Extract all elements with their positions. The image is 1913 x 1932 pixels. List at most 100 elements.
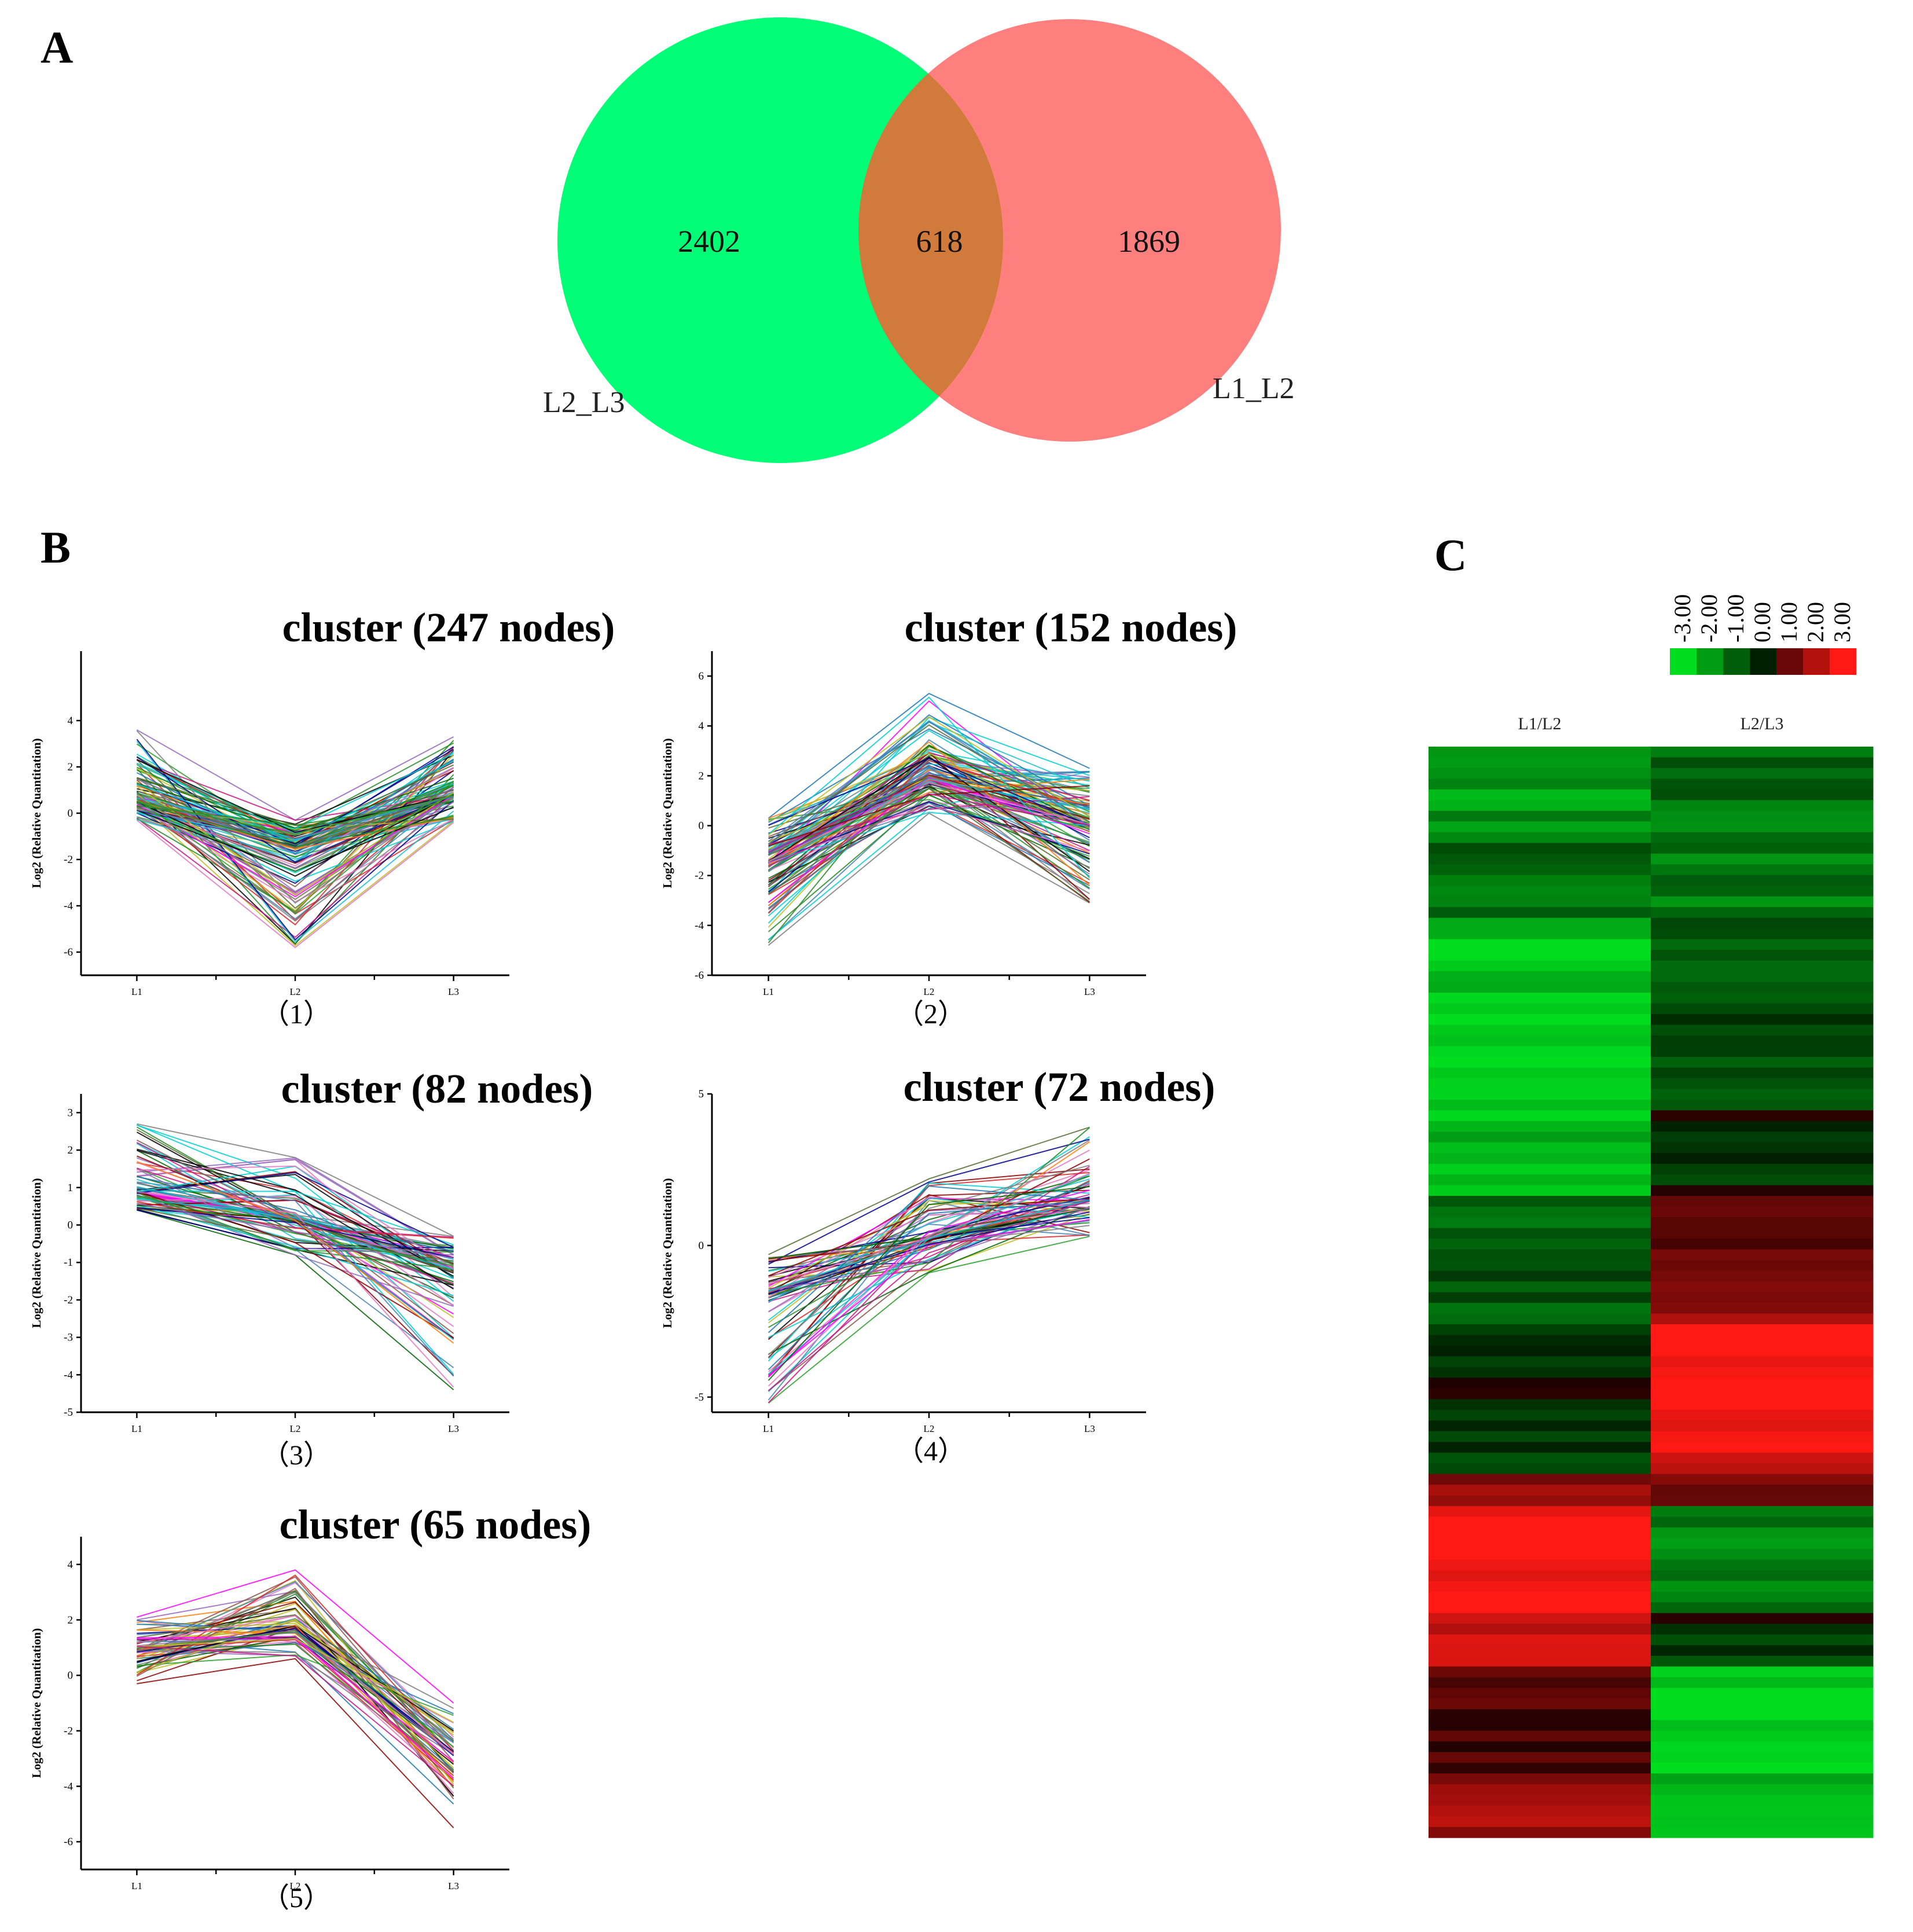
- heatmap-cell: [1429, 1335, 1651, 1346]
- heatmap-cells: [1429, 747, 1874, 1838]
- heatmap-legend: -3.00 -2.00 -1.00 0.00 1.00 2.00 3.00: [1669, 594, 1856, 675]
- profile-line: [137, 1199, 454, 1265]
- heatmap-cell: [1651, 1731, 1874, 1742]
- profile-line: [768, 714, 1090, 855]
- heatmap-cell: [1429, 950, 1651, 961]
- profile-line: [768, 782, 1090, 862]
- profile-line: [137, 1191, 454, 1388]
- heatmap-cell: [1651, 1388, 1874, 1400]
- x-tick-label: L3: [1084, 986, 1095, 997]
- heatmap-cell: [1429, 971, 1651, 983]
- heatmap-cell: [1651, 907, 1874, 919]
- y-tick-label: -4: [64, 1369, 73, 1381]
- heatmap-cell: [1651, 1516, 1874, 1528]
- profile-line: [768, 1199, 1090, 1338]
- heatmap-cell: [1651, 1624, 1874, 1635]
- heatmap-cell: [1651, 1239, 1874, 1250]
- cluster-chart-5: cluster (65 nodes) -6 -4 -2 0 2 4 L1 L2 L3 Log2 (R…: [30, 1501, 591, 1913]
- panel-a-letter: A: [41, 22, 73, 72]
- heatmap-cell: [1651, 1142, 1874, 1154]
- heatmap-cell: [1651, 1559, 1874, 1571]
- profile-line: [768, 1200, 1090, 1391]
- heatmap-cell: [1651, 1431, 1874, 1442]
- profile-line: [137, 1645, 454, 1787]
- heatmap-cell: [1651, 1549, 1874, 1560]
- heatmap-cell: [1651, 1602, 1874, 1614]
- cluster-chart-2: cluster (152 nodes) -6 -4 -2 0 2 4 6 L1 L2 L3 Log2 …: [660, 604, 1237, 1030]
- y-tick-label: -6: [695, 969, 704, 982]
- heatmap-cell: [1429, 1591, 1651, 1603]
- y-tick-label: 2: [68, 1144, 74, 1156]
- heatmap-cell: [1429, 1378, 1651, 1389]
- heatmap-cell: [1651, 1570, 1874, 1582]
- heatmap-cell: [1651, 1538, 1874, 1549]
- legend-swatch: [1803, 648, 1830, 675]
- profile-line: [768, 1207, 1090, 1292]
- profile-line: [768, 1158, 1090, 1262]
- x-tick-label: L2: [924, 1423, 935, 1434]
- heatmap-cell: [1429, 1409, 1651, 1421]
- heatmap-cell: [1651, 1260, 1874, 1272]
- profile-line: [137, 1160, 454, 1344]
- heatmap-cell: [1429, 1313, 1651, 1325]
- heatmap-cell: [1651, 1367, 1874, 1378]
- y-tick-label: -5: [695, 1391, 704, 1404]
- y-tick-label: -2: [64, 854, 73, 866]
- heatmap-cell: [1429, 1121, 1651, 1132]
- legend-swatch: [1830, 648, 1856, 675]
- heatmap-cell: [1651, 1046, 1874, 1057]
- heatmap-cell: [1429, 1805, 1651, 1817]
- heatmap-cell: [1651, 1174, 1874, 1186]
- heatmap-cell: [1651, 960, 1874, 972]
- profile-line: [768, 748, 1090, 847]
- profile-line: [136, 780, 454, 914]
- heatmap-cell: [1651, 1688, 1874, 1699]
- heatmap-cell: [1651, 1185, 1874, 1196]
- heatmap-cell: [1429, 1570, 1651, 1582]
- heatmap-cell: [1429, 747, 1651, 758]
- y-tick-label: 0: [699, 820, 704, 832]
- heatmap-cell: [1429, 1239, 1651, 1250]
- heatmap-cell: [1651, 757, 1874, 769]
- heatmap-cell: [1651, 1153, 1874, 1165]
- heatmap-cell: [1651, 767, 1874, 780]
- heatmap-cell: [1651, 789, 1874, 801]
- profile-line: [137, 1638, 454, 1723]
- venn-set-label-right: L1_L2: [1213, 372, 1295, 405]
- heatmap-cell: [1429, 928, 1651, 940]
- heatmap-cell: [1429, 1474, 1651, 1485]
- cluster-chart-3: cluster (82 nodes) -5 -4 -3 -2 -1 0 1 2 3 L1 L2 L3 Lo…: [30, 1066, 593, 1471]
- y-tick-label: -2: [695, 870, 704, 882]
- heatmap-cell: [1429, 1174, 1651, 1186]
- x-tick-label: L1: [763, 986, 774, 997]
- heatmap-cell: [1651, 1302, 1874, 1314]
- heatmap-cell: [1651, 1089, 1874, 1100]
- profile-line: [768, 696, 1090, 879]
- profile-line: [137, 1148, 454, 1277]
- heatmap-cell: [1651, 1324, 1874, 1336]
- y-tick-label: 6: [699, 670, 704, 682]
- cluster-title: cluster (82 nodes): [281, 1066, 593, 1112]
- profile-line: [136, 754, 454, 912]
- heatmap-cell: [1651, 1420, 1874, 1432]
- heatmap-cell: [1651, 1655, 1874, 1667]
- heatmap-cell: [1651, 1581, 1874, 1592]
- heatmap-cell: [1429, 1741, 1651, 1753]
- heatmap-cell: [1429, 1452, 1651, 1464]
- profile-line: [137, 1195, 454, 1266]
- heatmap-cell: [1429, 1024, 1651, 1036]
- y-tick-label: -2: [64, 1294, 73, 1306]
- heatmap-cell: [1429, 1495, 1651, 1507]
- legend-tick-label: 3.00: [1829, 602, 1855, 642]
- profile-line: [137, 753, 454, 829]
- heatmap-cell: [1651, 1827, 1874, 1838]
- y-tick-label: -6: [64, 946, 73, 958]
- heatmap-cell: [1651, 1506, 1874, 1518]
- heatmap-cell: [1651, 1003, 1874, 1015]
- profile-line: [137, 1592, 454, 1749]
- heatmap-cell: [1651, 821, 1874, 833]
- heatmap-cell: [1429, 1581, 1651, 1592]
- heatmap-cell: [1651, 1228, 1874, 1239]
- heatmap-cell: [1429, 789, 1651, 801]
- y-tick-label: 2: [68, 1614, 74, 1626]
